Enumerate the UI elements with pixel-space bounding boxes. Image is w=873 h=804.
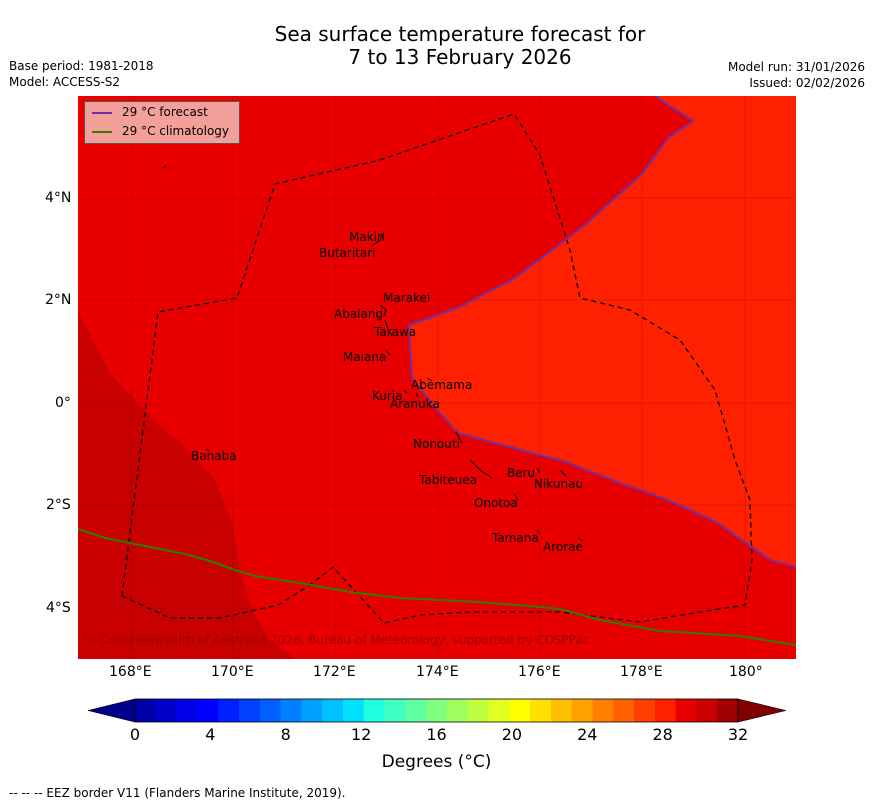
colorbar-tick-label: 20 xyxy=(501,725,523,744)
colorbar xyxy=(87,698,787,723)
colorbar-tick-label: 4 xyxy=(205,725,216,744)
colorbar-segment xyxy=(384,699,406,722)
colorbar-frame xyxy=(134,698,739,723)
lat-tick-label: 4°N xyxy=(45,190,72,206)
legend-forecast-swatch xyxy=(92,112,112,114)
colorbar-segment xyxy=(467,699,489,722)
colorbar-segment xyxy=(405,699,427,722)
colorbar-segment xyxy=(280,699,302,722)
colorbar-segment xyxy=(613,699,635,722)
colorbar-high-extension xyxy=(737,698,787,723)
colorbar-segment xyxy=(197,699,219,722)
colorbar-segment xyxy=(238,699,261,722)
colorbar-segment xyxy=(488,699,510,722)
base-period: Base period: 1981-2018 xyxy=(9,59,154,73)
colorbar-segment xyxy=(322,699,344,722)
island-label: Nikunau xyxy=(534,477,584,491)
lat-tick-label: 2°N xyxy=(45,292,72,308)
island-label: Tabiteuea xyxy=(419,473,478,487)
colorbar-low-extension xyxy=(87,698,136,723)
legend-climatology-label: 29 °C climatology xyxy=(122,124,230,138)
lon-tick-label: 170°E xyxy=(211,664,254,680)
island-label: Tamana xyxy=(492,531,539,545)
forecast-line xyxy=(407,96,796,568)
model-run: Model run: 31/01/2026 xyxy=(727,60,865,74)
lon-tick-label: 180° xyxy=(729,664,763,680)
colorbar-segment xyxy=(426,699,448,722)
legend: 29 °C forecast 29 °C climatology xyxy=(84,101,240,144)
island-label: Onotoa xyxy=(474,496,518,510)
island-label: Beru xyxy=(507,466,536,480)
colorbar-segment xyxy=(135,699,157,722)
island-label: Abaiang xyxy=(334,307,384,321)
colorbar-segment xyxy=(634,699,656,722)
region-31-32 xyxy=(78,310,296,659)
chart-title-line-1: Sea surface temperature forecast for xyxy=(274,22,646,46)
island-label: Makin xyxy=(349,230,385,244)
colorbar-segment xyxy=(342,699,365,722)
lon-tick-label: 172°E xyxy=(313,664,356,680)
colorbar-tick-label: 24 xyxy=(577,725,598,744)
colorbar-tick-label: 0 xyxy=(129,725,141,744)
model-name: Model: ACCESS-S2 xyxy=(9,75,121,89)
issued-date: Issued: 02/02/2026 xyxy=(749,76,865,90)
colorbar-label: Degrees (°C) xyxy=(381,752,492,772)
island-shapes xyxy=(205,231,584,542)
island-label: Kuria xyxy=(372,389,403,403)
lat-tick-label: 4°S xyxy=(46,600,71,616)
island-label: Maiana xyxy=(343,350,387,364)
legend-forecast-label: 29 °C forecast xyxy=(122,105,208,119)
colorbar-segment xyxy=(717,699,739,722)
colorbar-segment xyxy=(592,699,614,722)
gridlines xyxy=(78,96,796,659)
island-label: Butaritari xyxy=(319,246,376,260)
copyright-notice: © Commonwealth of Australia 2026, Bureau… xyxy=(84,633,590,647)
lon-tick-label: 174°E xyxy=(416,664,459,680)
colorbar-tick-label: 8 xyxy=(280,725,291,744)
island-label: Banaba xyxy=(191,449,237,463)
colorbar-segment xyxy=(550,699,573,722)
colorbar-segment xyxy=(446,699,469,722)
colorbar-segment xyxy=(176,699,198,722)
lat-tick-label: 0° xyxy=(55,395,71,411)
lon-tick-label: 168°E xyxy=(109,664,152,680)
island-label: Marakei xyxy=(383,291,431,305)
eez-footer-note: -- -- -- EEZ border V11 (Flanders Marine… xyxy=(9,786,346,800)
colorbar-segment xyxy=(363,699,386,722)
island-label: Aranuka xyxy=(390,397,440,411)
colorbar-segment xyxy=(530,699,552,722)
colorbar-segment xyxy=(155,699,178,722)
colorbar-segment xyxy=(509,699,531,722)
colorbar-segment xyxy=(696,699,718,722)
colorbar-tick-label: 28 xyxy=(652,725,673,744)
lon-tick-label: 176°E xyxy=(518,664,561,680)
colorbar-segment xyxy=(675,699,697,722)
colorbar-segment xyxy=(571,699,593,722)
colorbar-segment xyxy=(259,699,282,722)
island-label: Arorae xyxy=(543,540,583,554)
climatology-line xyxy=(78,528,796,646)
lat-tick-label: 2°S xyxy=(46,497,71,513)
colorbar-segment xyxy=(218,699,240,722)
island-label: Abemama xyxy=(411,378,473,392)
colorbar-segment xyxy=(301,699,323,722)
island-label: Tarawa xyxy=(374,325,417,339)
colorbar-tick-label: 16 xyxy=(426,725,447,744)
lon-tick-label: 178°E xyxy=(620,664,663,680)
island-label: Nonouti xyxy=(413,437,460,451)
chart-title-line-2: 7 to 13 February 2026 xyxy=(348,45,572,69)
colorbar-tick-label: 32 xyxy=(727,725,749,744)
colorbar-tick-label: 12 xyxy=(350,725,372,744)
colorbar-segment xyxy=(654,699,677,722)
eez-gilbert-islands-border xyxy=(162,163,169,169)
region-29-30 xyxy=(409,96,796,567)
legend-climatology-swatch xyxy=(92,131,112,133)
